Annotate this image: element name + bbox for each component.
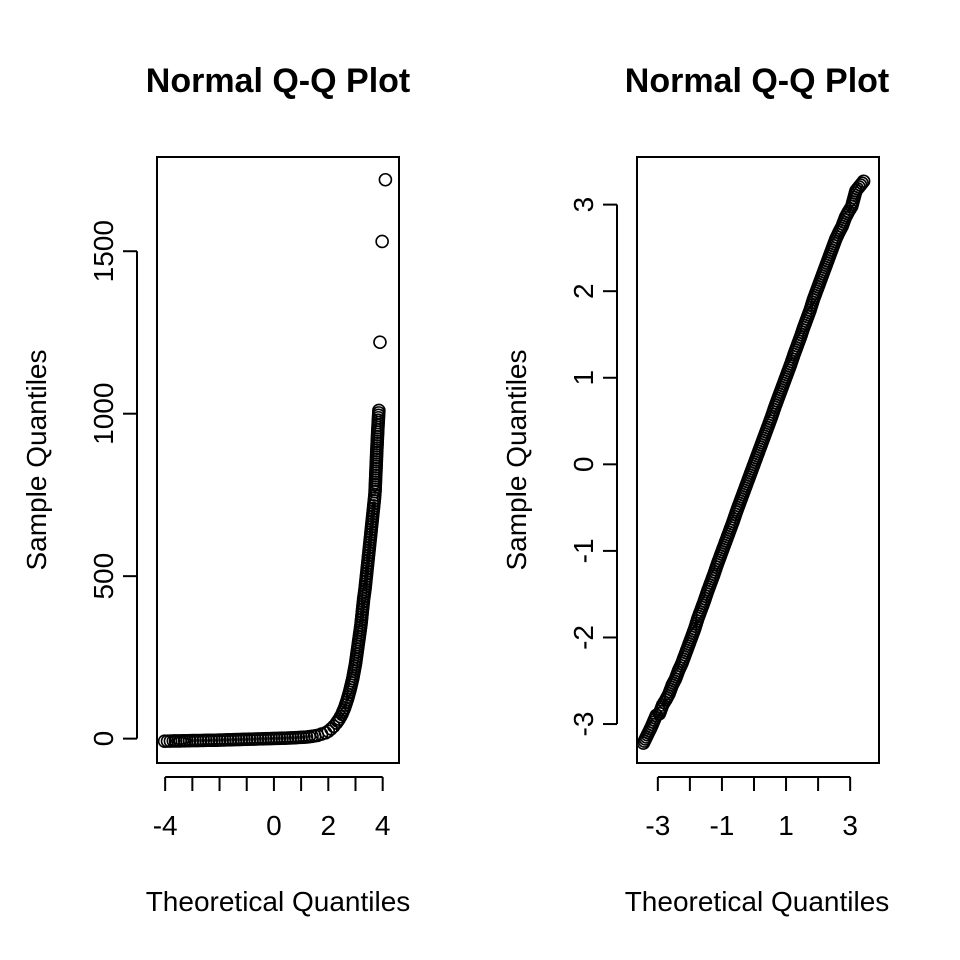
right-data-point	[856, 174, 871, 189]
right-y-tick-label: 1	[568, 370, 599, 386]
right-y-tick-label: -2	[568, 625, 599, 650]
right-data-point	[853, 178, 868, 192]
right-y-tick-label: -3	[568, 712, 599, 737]
left-qq-panel: Normal Q-Q Plot Theoretical Quantiles Sa…	[21, 62, 410, 917]
right-data-points	[636, 174, 871, 750]
right-y-tick-label: 0	[568, 457, 599, 473]
right-y-tick-label: 2	[568, 283, 599, 299]
left-x-tick-label: 4	[375, 810, 391, 841]
right-x-tick-label: -1	[709, 810, 734, 841]
right-y-tick-label: -1	[568, 538, 599, 563]
right-x-tick-label: 3	[842, 810, 858, 841]
right-x-tick-label: 1	[778, 810, 794, 841]
right-plot-title: Normal Q-Q Plot	[625, 62, 889, 100]
left-x-tick-label: -4	[153, 810, 178, 841]
left-plot-title: Normal Q-Q Plot	[146, 62, 410, 100]
left-data-point	[373, 335, 387, 350]
left-x-tick-label: 0	[266, 810, 282, 841]
left-y-tick-label: 500	[88, 553, 119, 600]
left-y-tick-label: 0	[88, 731, 119, 747]
right-qq-panel: Normal Q-Q Plot Theoretical Quantiles Sa…	[501, 62, 889, 917]
left-x-axis-label: Theoretical Quantiles	[146, 886, 411, 917]
right-x-tick-label: -3	[645, 810, 670, 841]
right-y-axis-label: Sample Quantiles	[501, 349, 532, 570]
right-data-point	[855, 176, 869, 190]
left-data-point	[378, 172, 393, 187]
right-y-tick-label: 3	[568, 197, 599, 213]
right-x-axis-label: Theoretical Quantiles	[625, 886, 890, 917]
left-y-axis-label: Sample Quantiles	[21, 349, 52, 570]
left-data-point	[372, 403, 386, 418]
left-x-tick-label: 2	[321, 810, 337, 841]
left-axis-ticks: -4 0 2 4 0 500 1000 1500	[88, 220, 390, 841]
left-y-tick-label: 1000	[88, 383, 119, 445]
right-plot-frame	[636, 156, 880, 764]
left-plot-frame	[156, 156, 400, 764]
left-y-tick-label: 1500	[88, 220, 119, 282]
left-data-points	[157, 172, 393, 749]
left-data-point	[375, 234, 389, 249]
right-axis-ticks: -3 -1 1 3 -3 -2 -1 0 1 2 3	[568, 197, 858, 841]
